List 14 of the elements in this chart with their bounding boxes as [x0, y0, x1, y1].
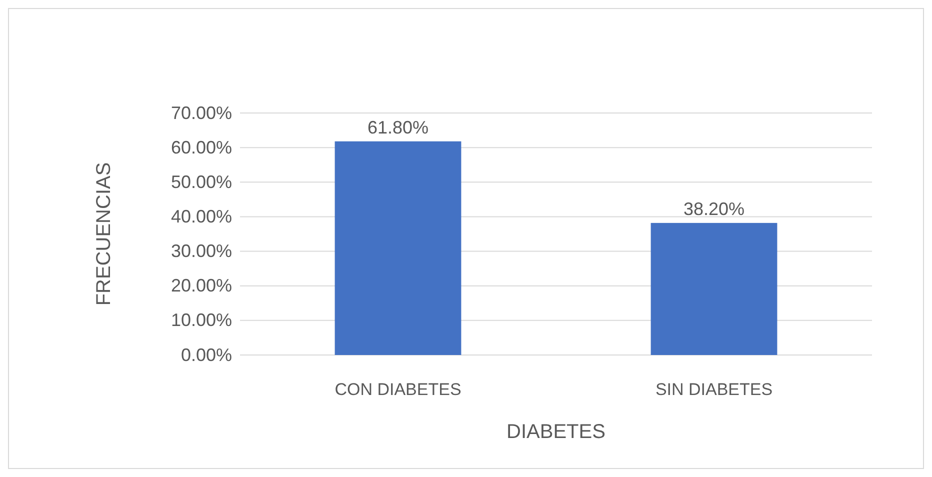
y-tick-label: 40.00% [170, 206, 232, 226]
y-tick-label: 70.00% [170, 102, 232, 123]
x-axis-title: DIABETES [506, 421, 606, 443]
x-tick-label: CON DIABETES [334, 380, 462, 400]
y-tick-label: 20.00% [170, 276, 232, 296]
y-tick-label: 10.00% [170, 310, 232, 330]
y-axis-title: FRECUENCIAS [93, 162, 115, 306]
data-label: 61.80% [367, 117, 429, 138]
y-tick-label: 60.00% [170, 137, 232, 158]
y-tick-label: 30.00% [170, 241, 232, 262]
y-tick-label: 0.00% [180, 344, 232, 365]
x-tick-label: SIN DIABETES [655, 380, 773, 400]
y-tick-label: 50.00% [170, 172, 232, 192]
data-label: 38.20% [683, 198, 745, 219]
